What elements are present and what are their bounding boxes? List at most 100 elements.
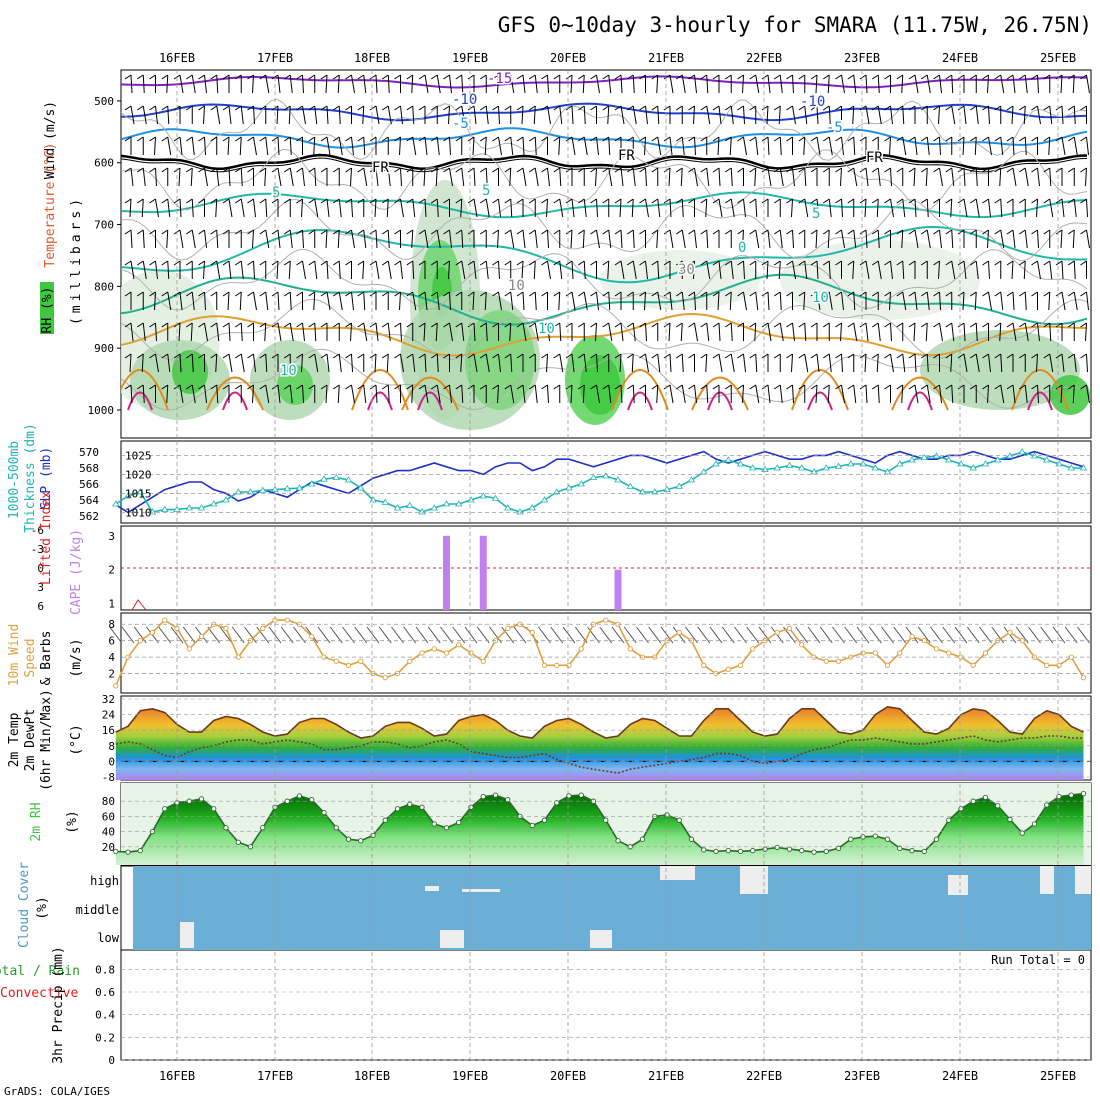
wind-barb (1086, 229, 1090, 249)
wind-barb-flag (602, 105, 610, 111)
wind-barb (852, 260, 855, 280)
wind-barb-flag (455, 353, 463, 359)
wind-barb-flag (920, 291, 928, 297)
wind-barb (277, 229, 281, 249)
wind-barb (1024, 229, 1028, 249)
wind-barb (498, 353, 501, 373)
temp-contour-loop (891, 376, 949, 411)
wind-barb-flag (688, 136, 695, 142)
wind-barb-flag (443, 105, 450, 111)
wind-barb-flag (210, 136, 218, 142)
date-label-bottom: 17FEB (257, 1069, 293, 1083)
wind-barb (656, 384, 659, 404)
wind-barb-flag (234, 291, 242, 297)
rh-line-point (394, 806, 401, 812)
wind-barb-flag (345, 322, 352, 328)
wind-barb-flag (136, 353, 144, 359)
wind-barb-flag (247, 198, 254, 204)
wind-barb-flag (516, 322, 524, 328)
wind-barb-flag (492, 198, 499, 204)
wind-barb-flag (492, 74, 499, 80)
wind-barb-flag (994, 384, 1002, 390)
label-2m-temp: 2m Temp (7, 712, 22, 767)
temp-tick: 8 (108, 740, 115, 753)
wind-barb (718, 260, 722, 280)
wind-barb (547, 260, 551, 280)
thickness-line-point (479, 492, 487, 499)
wind-barb (718, 198, 723, 218)
wind-barb-flag (969, 353, 977, 359)
temp-contour-warm (707, 391, 733, 411)
wind-speed-line-point (260, 625, 266, 631)
wind-barb (620, 260, 625, 280)
wind-barb (963, 105, 967, 125)
wind-barb-flag (614, 260, 622, 266)
wind-barb-flag (124, 260, 132, 266)
wind-barb-flag (136, 136, 144, 142)
wind-barb-flag (430, 260, 438, 266)
wind-barb (350, 167, 352, 187)
sfc-wind-barb (697, 626, 711, 644)
label-rh: RH (%) (40, 287, 55, 334)
wind-barb-flag (957, 229, 965, 235)
wind-barb (449, 229, 452, 249)
wind-barb (963, 167, 966, 187)
wind-barb-flag (994, 198, 1002, 204)
wind-barb-flag (516, 260, 524, 266)
wind-barb-flag (296, 353, 303, 359)
wind-barb-flag (786, 167, 793, 173)
wind-barb (534, 136, 537, 156)
wind-barb (277, 291, 280, 311)
wind-barb-flag (418, 291, 426, 297)
wind-barb-flag (651, 322, 659, 328)
wind-barb-flag (308, 322, 316, 328)
wind-barb-flag (443, 260, 450, 266)
wind-barb (424, 136, 428, 156)
date-label-bottom: 25FEB (1040, 1069, 1076, 1083)
wind-barb-flag (136, 198, 144, 204)
wind-barb (644, 291, 646, 311)
thickness-line-point (504, 504, 512, 511)
wind-barb (302, 105, 306, 125)
label-slp: SLP (mb) (39, 447, 54, 510)
wind-barb-flag (308, 229, 316, 235)
wind-barb (1061, 260, 1064, 280)
wind-barb (792, 322, 795, 342)
wind-barb-flag (884, 74, 891, 80)
wind-barb-flag (516, 198, 524, 204)
wind-barb (338, 260, 341, 280)
wind-speed-line-point (823, 658, 829, 664)
thickness-line-point (112, 500, 120, 507)
wind-barb-flag (369, 136, 377, 142)
wind-barb (877, 74, 880, 94)
wind-barb (314, 353, 319, 373)
wind-barb-flag (124, 322, 132, 328)
wind-barb-flag (161, 74, 169, 80)
wind-barb-flag (786, 291, 793, 297)
wind-barb-flag (737, 260, 744, 266)
wind-barb-flag (565, 260, 573, 266)
wind-barb (877, 105, 882, 125)
wind-barb-flag (185, 353, 193, 359)
wind-barb-flag (210, 384, 218, 390)
thickness-line-point (908, 456, 916, 463)
wind-barb-flag (1043, 353, 1051, 359)
cloud-clear-block (740, 866, 768, 894)
wind-barb-flag (357, 198, 365, 204)
wind-barb-flag (871, 291, 879, 297)
wind-barb (583, 105, 586, 125)
cape-bar (614, 569, 622, 610)
wind-barb (571, 198, 575, 218)
wind-barb (815, 74, 818, 94)
wind-barb-flag (357, 384, 365, 390)
wind-barb-flag (541, 229, 548, 235)
wind-barb-flag (394, 322, 401, 328)
wind-barb-flag (859, 136, 867, 142)
rh-line-point (639, 836, 646, 842)
wind-barb (435, 167, 438, 187)
wind-barb-flag (443, 136, 450, 142)
contour-line (121, 148, 1088, 212)
wind-barb-flag (283, 353, 291, 359)
wind-barb-flag (651, 384, 659, 390)
wind-barb-flag (1018, 105, 1026, 111)
